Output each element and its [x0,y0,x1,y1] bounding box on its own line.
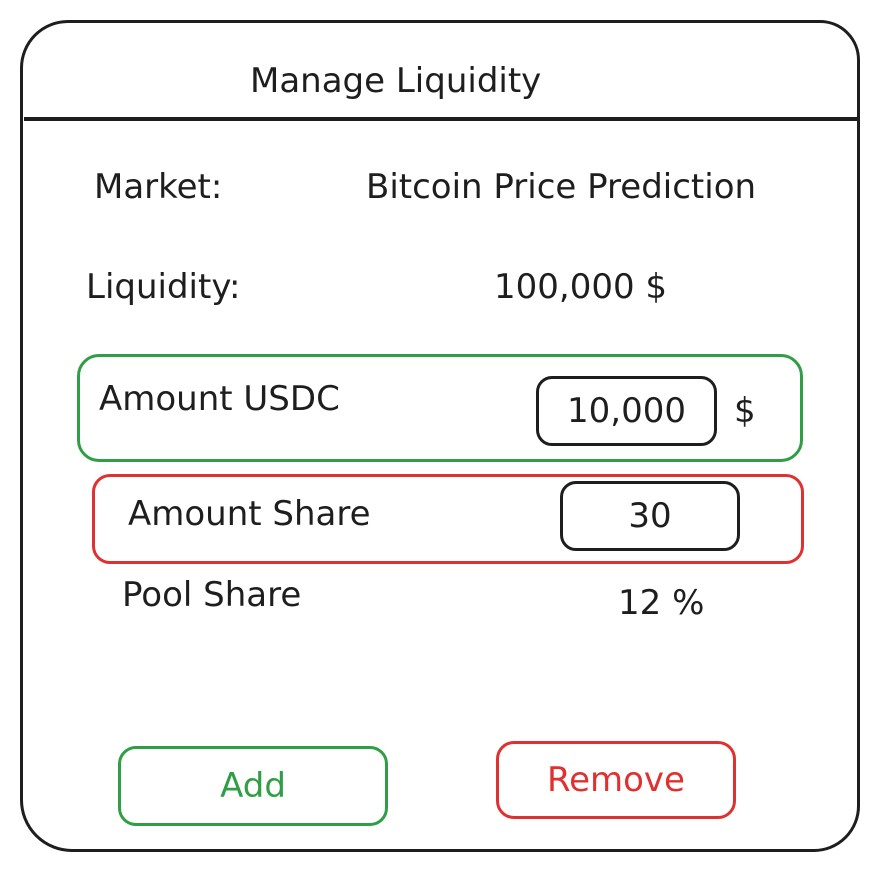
amount-share-label: Amount Share [128,494,371,534]
pool-share-value: 12 % [618,583,705,623]
amount-usdc-unit: $ [734,391,756,431]
amount-usdc-label: Amount USDC [99,379,340,419]
market-label: Market: [94,167,223,207]
amount-usdc-input[interactable] [536,376,717,446]
remove-button[interactable]: Remove [496,741,736,819]
liquidity-value: 100,000 $ [494,267,668,307]
add-button[interactable]: Add [118,746,388,826]
amount-share-row [92,474,804,564]
manage-liquidity-dialog [20,20,860,852]
pool-share-label: Pool Share [122,575,302,615]
dialog-title: Manage Liquidity [250,61,542,101]
liquidity-label: Liquidity: [86,267,241,307]
amount-share-input[interactable] [560,481,740,551]
title-divider [24,117,860,121]
amount-usdc-row [77,354,803,462]
market-value: Bitcoin Price Prediction [366,167,757,207]
